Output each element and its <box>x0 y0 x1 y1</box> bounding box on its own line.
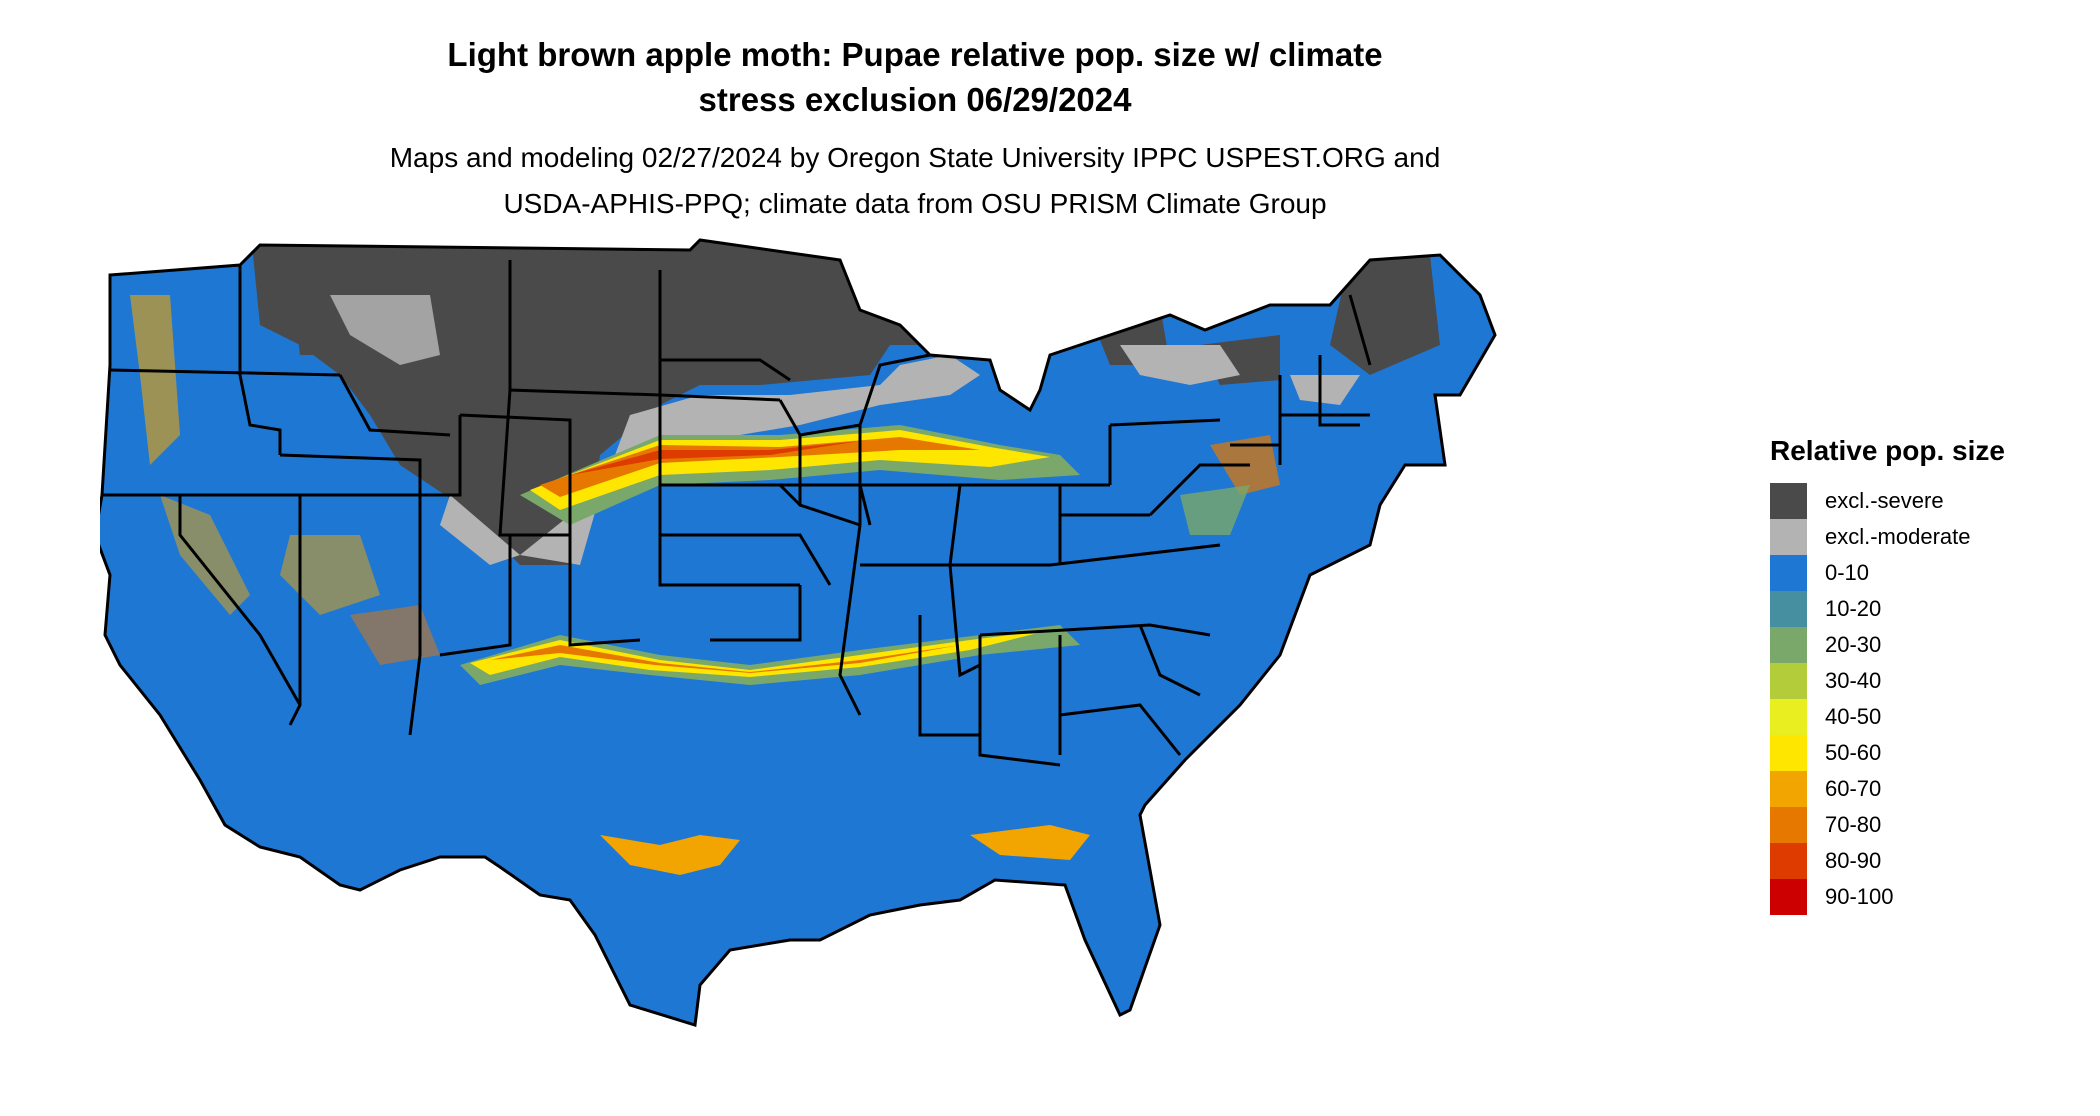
legend-swatch <box>1770 807 1807 843</box>
title-line-2: stress exclusion 06/29/2024 <box>698 81 1132 118</box>
legend-swatch <box>1770 663 1807 699</box>
legend-items: excl.-severe excl.-moderate 0-10 10-20 20-30… <box>1770 483 2005 915</box>
legend-label: 10-20 <box>1825 596 1882 621</box>
legend-label: 30-40 <box>1825 668 1882 693</box>
legend-title: Relative pop. size <box>1770 435 2005 466</box>
legend-item: 60-70 <box>1770 771 2005 807</box>
map-title: Light brown apple moth: Pupae relative p… <box>0 32 1830 122</box>
legend-swatch <box>1770 735 1807 771</box>
legend-label: excl.-moderate <box>1825 524 1971 549</box>
legend-item: 10-20 <box>1770 591 2005 627</box>
legend-item: 40-50 <box>1770 699 2005 735</box>
legend-label: 90-100 <box>1825 884 1894 909</box>
legend-label: 80-90 <box>1825 848 1882 873</box>
legend-swatch <box>1770 483 1807 519</box>
subtitle-line-2: USDA-APHIS-PPQ; climate data from OSU PR… <box>503 188 1327 219</box>
legend-swatch <box>1770 879 1807 915</box>
us-map <box>100 238 1497 1027</box>
legend-swatch <box>1770 591 1807 627</box>
legend-label: 50-60 <box>1825 740 1882 765</box>
legend-label: 60-70 <box>1825 776 1882 801</box>
map-subtitle: Maps and modeling 02/27/2024 by Oregon S… <box>0 135 1830 227</box>
legend-item: 90-100 <box>1770 879 2005 915</box>
legend-item: excl.-moderate <box>1770 519 2005 555</box>
legend-swatch <box>1770 519 1807 555</box>
legend-item: 20-30 <box>1770 627 2005 663</box>
legend-item: 70-80 <box>1770 807 2005 843</box>
subtitle-line-1: Maps and modeling 02/27/2024 by Oregon S… <box>389 142 1441 173</box>
legend-item: 80-90 <box>1770 843 2005 879</box>
legend-item: 50-60 <box>1770 735 2005 771</box>
legend-swatch <box>1770 627 1807 663</box>
legend-label: excl.-severe <box>1825 488 1944 513</box>
legend-swatch <box>1770 843 1807 879</box>
legend-label: 0-10 <box>1825 560 1870 585</box>
legend: Relative pop. size excl.-severe excl.-mod… <box>1770 435 2005 915</box>
legend-item: 0-10 <box>1770 555 2005 591</box>
legend-item: excl.-severe <box>1770 483 2005 519</box>
legend-swatch <box>1770 771 1807 807</box>
legend-label: 20-30 <box>1825 632 1882 657</box>
legend-label: 40-50 <box>1825 704 1882 729</box>
legend-swatch <box>1770 699 1807 735</box>
legend-label: 70-80 <box>1825 812 1882 837</box>
title-line-1: Light brown apple moth: Pupae relative p… <box>447 36 1383 73</box>
legend-swatch <box>1770 555 1807 591</box>
legend-item: 30-40 <box>1770 663 2005 699</box>
